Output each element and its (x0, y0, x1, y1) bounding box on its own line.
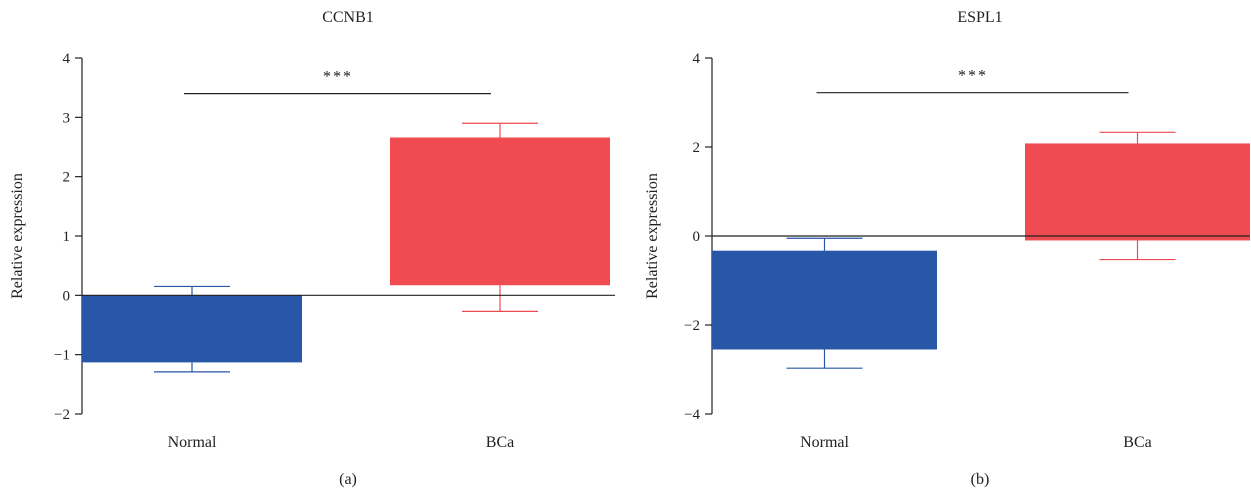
chart-title: ESPL1 (957, 9, 1002, 26)
y-tick-label: 4 (63, 51, 71, 67)
chart-title: CCNB1 (322, 9, 374, 26)
panel-label: (b) (971, 471, 990, 488)
y-axis-title: Relative expression (9, 173, 26, 299)
bar-bca (1025, 143, 1250, 241)
significance-label: *** (958, 68, 988, 85)
y-tick-label: 4 (693, 51, 701, 67)
x-category-label: Normal (168, 434, 217, 451)
y-tick-label: 0 (63, 288, 71, 304)
y-tick-label: −2 (54, 407, 70, 423)
y-tick-label: 2 (693, 140, 701, 156)
significance-label: *** (323, 69, 353, 86)
panel-label: (a) (339, 471, 357, 488)
bar-bca (390, 137, 610, 286)
y-axis-title: Relative expression (644, 173, 661, 299)
y-tick-label: −2 (684, 318, 700, 334)
y-tick-label: 0 (693, 229, 701, 245)
y-tick-label: −4 (684, 407, 700, 423)
x-category-label: BCa (486, 434, 514, 451)
y-tick-label: −1 (54, 348, 70, 364)
bar-normal (82, 295, 302, 363)
x-category-label: Normal (800, 434, 849, 451)
y-tick-label: 2 (63, 170, 71, 186)
y-tick-label: 3 (63, 110, 71, 126)
x-category-label: BCa (1123, 434, 1151, 451)
y-tick-label: 1 (63, 229, 71, 245)
bar-normal (712, 250, 937, 350)
